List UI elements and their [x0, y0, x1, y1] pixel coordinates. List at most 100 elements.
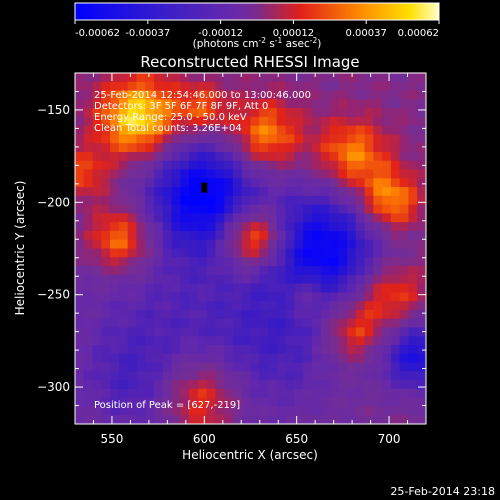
heatmap-cell: [417, 406, 426, 416]
heatmap-cell: [382, 283, 392, 293]
heatmap-cell: [127, 73, 138, 83]
heatmap-cell: [180, 116, 190, 127]
heatmap-cell: [127, 195, 138, 206]
heatmap-cell: [92, 301, 102, 311]
heatmap-cell: [390, 318, 401, 329]
heatmap-cell: [189, 108, 199, 118]
heatmap-cell: [171, 213, 181, 223]
heatmap-cell: [206, 309, 217, 320]
heatmap-cell: [285, 125, 295, 136]
heatmap-cell: [110, 266, 120, 276]
heatmap-cell: [215, 169, 225, 179]
heatmap-cell: [259, 345, 269, 355]
heatmap-cell: [75, 239, 85, 250]
heatmap-cell: [285, 397, 295, 408]
heatmap-cell: [232, 178, 243, 188]
heatmap-cell: [276, 309, 287, 320]
heatmap-cell: [127, 151, 138, 162]
heatmap-cell: [364, 178, 374, 188]
heatmap-cell: [75, 151, 85, 162]
heatmap-cell: [364, 81, 374, 92]
heatmap-cell: [206, 81, 217, 92]
heatmap-cell: [206, 204, 217, 215]
heatmap-cell: [268, 81, 278, 92]
heatmap-cell: [232, 309, 243, 320]
heatmap-cell: [303, 257, 313, 267]
heatmap-cell: [110, 406, 120, 416]
heatmap-cell: [206, 362, 217, 372]
heatmap-cell: [259, 204, 269, 215]
heatmap-cell: [162, 125, 173, 136]
heatmap-cell: [83, 90, 94, 100]
heatmap-cell: [399, 90, 410, 100]
heatmap-cell: [206, 388, 217, 399]
heatmap-cell: [268, 371, 278, 381]
heatmap-cell: [162, 266, 173, 276]
heatmap-cell: [276, 151, 287, 162]
heatmap-cell: [180, 151, 190, 162]
heatmap-cell: [118, 151, 129, 162]
heatmap-cell: [417, 371, 426, 381]
heatmap-cell: [189, 204, 199, 215]
heatmap-cell: [373, 318, 383, 329]
heatmap-cell: [347, 204, 357, 215]
heatmap-cell: [294, 99, 304, 109]
heatmap-cell: [285, 266, 295, 276]
heatmap-cell: [197, 90, 208, 100]
heatmap-cell: [136, 169, 146, 179]
heatmap-cell: [373, 362, 383, 372]
heatmap-cell: [268, 178, 278, 188]
heatmap-cell: [224, 73, 234, 83]
heatmap-cell: [180, 266, 190, 276]
heatmap-cell: [136, 266, 146, 276]
heatmap-cell: [224, 99, 234, 109]
heatmap-cell: [355, 353, 366, 364]
heatmap-cell: [285, 380, 295, 390]
heatmap-cell: [373, 116, 383, 127]
heatmap-cell: [276, 222, 287, 232]
heatmap-cell: [364, 371, 374, 381]
heatmap-cell: [399, 222, 410, 232]
heatmap-cell: [364, 230, 374, 241]
heatmap-cell: [355, 187, 366, 197]
heatmap-cell: [268, 204, 278, 215]
heatmap-cell: [320, 327, 331, 337]
heatmap-cell: [180, 362, 190, 372]
heatmap-cell: [206, 283, 217, 293]
heatmap-cell: [338, 99, 348, 109]
heatmap-cell: [241, 397, 252, 408]
heatmap-cell: [311, 195, 322, 206]
heatmap-cell: [390, 134, 401, 144]
heatmap-cell: [399, 353, 410, 364]
heatmap-cell: [241, 248, 252, 258]
heatmap-cell: [320, 353, 331, 364]
heatmap-cell: [364, 125, 374, 136]
heatmap-cell: [259, 90, 269, 100]
heatmap-cell: [145, 283, 155, 293]
heatmap-cell: [180, 380, 190, 390]
heatmap-cell: [355, 406, 366, 416]
heatmap-cell: [241, 90, 252, 100]
heatmap-cell: [311, 336, 322, 346]
heatmap-cell: [276, 388, 287, 399]
heatmap-cell: [75, 327, 85, 337]
heatmap-cell: [347, 134, 357, 144]
x-axis-label: Heliocentric X (arcsec): [182, 448, 318, 462]
heatmap-cell: [338, 195, 348, 206]
heatmap-cell: [259, 248, 269, 258]
heatmap-cell: [417, 222, 426, 232]
heatmap-cell: [347, 292, 357, 302]
heatmap-cell: [197, 257, 208, 267]
heatmap-cell: [232, 248, 243, 258]
heatmap-cell: [127, 309, 138, 320]
heatmap-cell: [153, 90, 164, 100]
heatmap-cell: [259, 239, 269, 250]
heatmap-cell: [206, 187, 217, 197]
heatmap-cell: [320, 81, 331, 92]
heatmap-cell: [390, 213, 401, 223]
heatmap-cell: [338, 239, 348, 250]
heatmap-cell: [285, 160, 295, 171]
heatmap-cell: [215, 204, 225, 215]
heatmap-cells: [75, 73, 426, 424]
heatmap-cell: [162, 336, 173, 346]
